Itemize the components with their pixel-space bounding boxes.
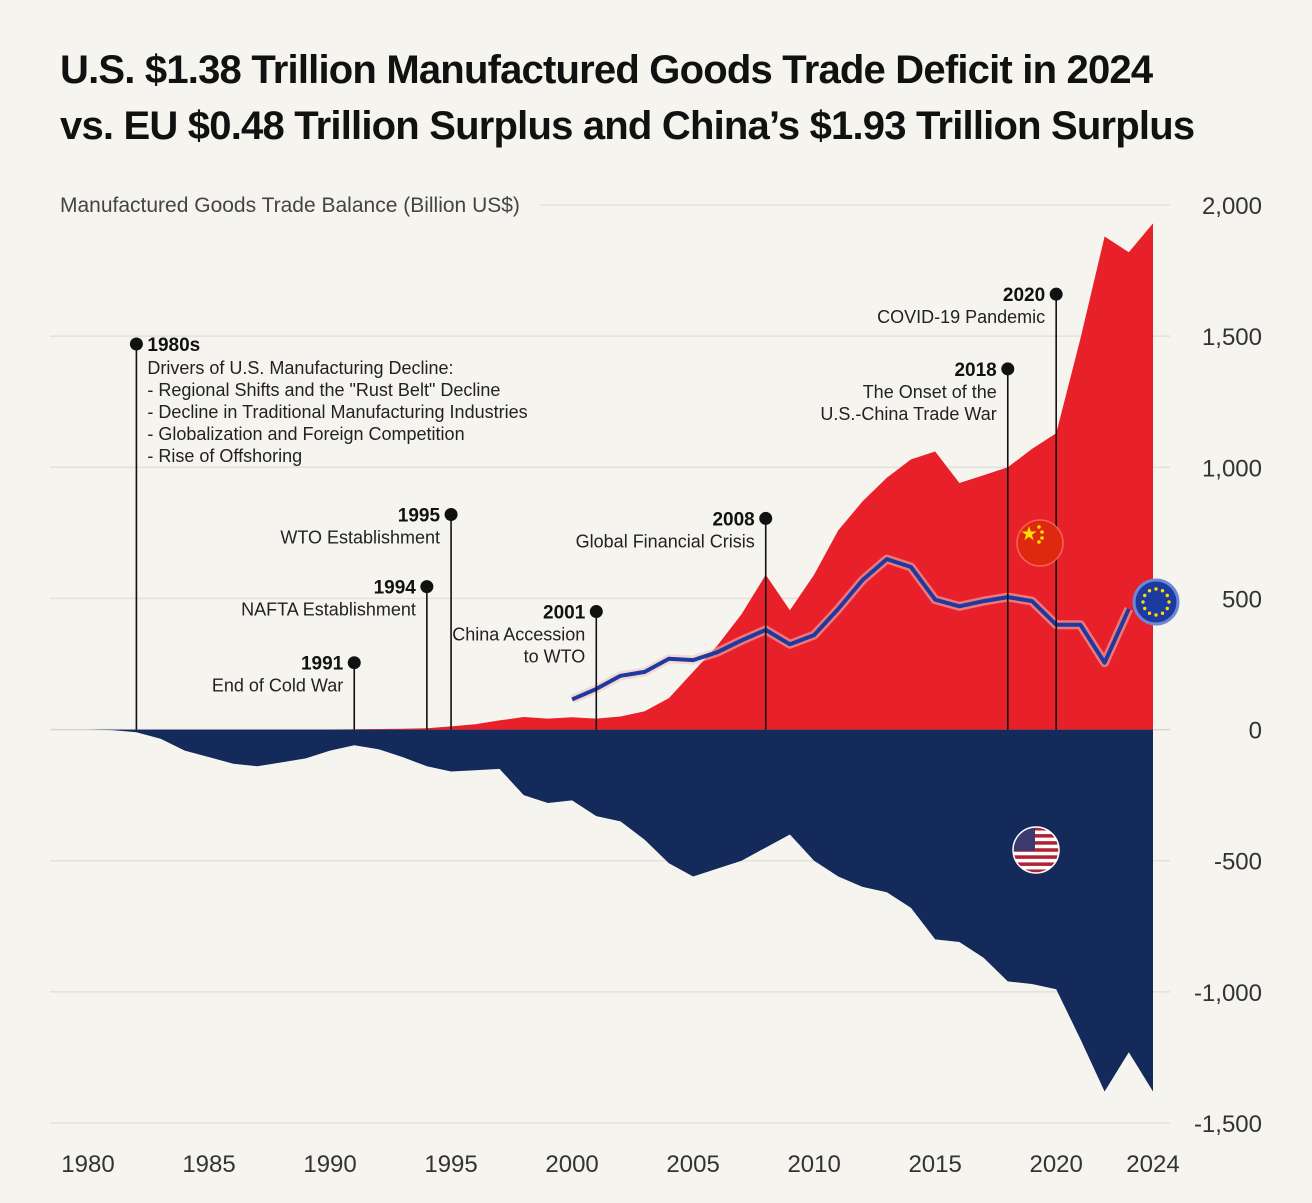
eu-flag-star: [1143, 593, 1147, 598]
chart-title: U.S. $1.38 Trillion Manufactured Goods T…: [60, 42, 1260, 154]
annotation-text: to WTO: [524, 647, 586, 667]
annotation-text: End of Cold War: [212, 676, 343, 696]
annotation-dot: [1049, 287, 1063, 301]
us-flag-stripe: [1013, 848, 1059, 852]
x-tick-label: 2020: [1029, 1151, 1082, 1178]
eu-flag-star: [1167, 600, 1171, 604]
y-tick-label: 2,000: [1202, 193, 1262, 220]
annotation-dot: [1001, 362, 1015, 376]
y-tick-label: 1,000: [1202, 455, 1262, 482]
us-area: [88, 729, 1153, 1092]
x-tick-label: 2000: [545, 1151, 598, 1178]
annotation-dot: [589, 605, 603, 619]
x-tick-label: 2005: [666, 1151, 719, 1178]
annotation-dot: [420, 580, 434, 594]
us-flag-stripe: [1013, 827, 1059, 831]
y-tick-label: 0: [1249, 718, 1262, 745]
annotation-text: - Rise of Offshoring: [147, 446, 302, 466]
annotation-dot: [444, 507, 458, 521]
annotation-text: U.S.-China Trade War: [820, 404, 996, 424]
us-flag-stripe: [1013, 855, 1059, 859]
china-flag-icon: [1016, 519, 1064, 567]
y-tick-label: 1,500: [1202, 324, 1262, 351]
annotation-year: 2018: [954, 360, 996, 381]
eu-flag-star: [1165, 593, 1169, 598]
annotation-year: 1994: [374, 578, 417, 599]
annotation-text: Drivers of U.S. Manufacturing Decline:: [147, 358, 453, 378]
annotation-text: - Decline in Traditional Manufacturing I…: [147, 402, 527, 422]
x-tick-label: 2024: [1126, 1151, 1179, 1178]
x-tick-label: 1980: [61, 1151, 114, 1178]
x-tick-label: 2015: [908, 1151, 961, 1178]
annotation-year: 2001: [543, 603, 586, 624]
annotation-text: NAFTA Establishment: [241, 600, 416, 620]
us-flag-icon: [1012, 826, 1060, 874]
eu-flag-star: [1147, 611, 1152, 615]
annotation-text: WTO Establishment: [280, 527, 440, 547]
x-tick-label: 1985: [182, 1151, 235, 1178]
annotation-text: - Regional Shifts and the "Rust Belt" De…: [147, 380, 500, 400]
annotation-text: China Accession: [452, 625, 585, 645]
eu-flag-star: [1165, 606, 1169, 611]
china-area: [88, 223, 1153, 730]
y-tick-label: -500: [1214, 849, 1262, 876]
annotation-text: COVID-19 Pandemic: [877, 307, 1045, 327]
eu-flag-star: [1154, 613, 1158, 617]
y-tick-label: -1,500: [1194, 1111, 1262, 1138]
eu-flag-star: [1141, 600, 1145, 604]
chart-title-line-1: U.S. $1.38 Trillion Manufactured Goods T…: [60, 48, 1153, 92]
eu-flag-star: [1143, 606, 1147, 611]
annotation-year: 1995: [398, 505, 441, 526]
y-tick-label: -1,000: [1194, 980, 1262, 1007]
annotation-year: 1991: [301, 654, 344, 675]
y-axis-label: Manufactured Goods Trade Balance (Billio…: [60, 194, 520, 217]
eu-flag-star: [1154, 587, 1158, 591]
eu-flag-star: [1160, 589, 1165, 593]
chart-title-line-2: vs. EU $0.48 Trillion Surplus and China’…: [60, 104, 1195, 148]
annotation-dot: [347, 656, 361, 670]
annotation-dot: [129, 337, 143, 351]
y-axis-ticks: 2,000 1,500 1,000 500 0 -500 -1,000 -1,500: [1194, 193, 1262, 1138]
annotation-dot: [759, 511, 773, 525]
annotation-year: 2020: [1003, 285, 1045, 306]
eu-flag-star: [1160, 611, 1165, 615]
us-flag-stripe: [1013, 862, 1059, 866]
x-tick-label: 2010: [787, 1151, 840, 1178]
x-axis-ticks: 1980 1985 1990 1995 2000 2005 2010 2015 2020 2024: [61, 1151, 1179, 1178]
eu-flag-star: [1147, 589, 1152, 593]
x-tick-label: 1995: [424, 1151, 477, 1178]
us-flag-stripe: [1013, 869, 1059, 873]
eu-flag-icon: [1132, 578, 1180, 626]
annotation-text: The Onset of the: [863, 382, 997, 402]
y-tick-label: 500: [1222, 586, 1262, 613]
us-flag-stripe: [1013, 834, 1059, 838]
series-areas: [88, 223, 1153, 1092]
annotation-year: 2008: [712, 509, 754, 530]
eu-line: [571, 557, 1131, 702]
annotation-text: - Globalization and Foreign Competition: [147, 424, 464, 444]
annotation-year: 1980s: [147, 335, 200, 356]
us-flag-stripe: [1013, 841, 1059, 845]
series-lines: [570, 554, 1133, 704]
annotation-text: Global Financial Crisis: [576, 531, 755, 551]
x-tick-label: 1990: [303, 1151, 356, 1178]
